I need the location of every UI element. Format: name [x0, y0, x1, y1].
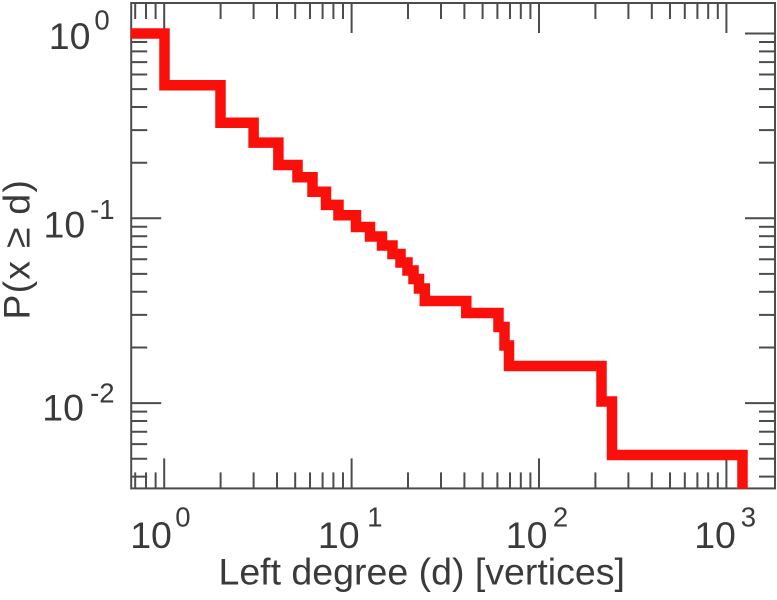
svg-text:0: 0: [94, 5, 109, 36]
svg-text:P(x ≥ d): P(x ≥ d): [0, 179, 38, 320]
svg-text:10: 10: [694, 514, 736, 556]
svg-text:2: 2: [553, 501, 568, 532]
svg-text:10: 10: [506, 514, 548, 556]
svg-text:10: 10: [318, 514, 360, 556]
svg-text:10: 10: [130, 514, 172, 556]
svg-text:-2: -2: [90, 378, 114, 409]
svg-text:Left degree (d) [vertices]: Left degree (d) [vertices]: [218, 551, 624, 593]
svg-text:10: 10: [43, 204, 85, 246]
svg-text:10: 10: [42, 386, 84, 428]
svg-text:1: 1: [367, 501, 382, 532]
svg-text:3: 3: [741, 501, 756, 532]
svg-text:0: 0: [175, 501, 190, 532]
svg-text:-1: -1: [90, 194, 114, 225]
svg-text:10: 10: [49, 15, 91, 57]
